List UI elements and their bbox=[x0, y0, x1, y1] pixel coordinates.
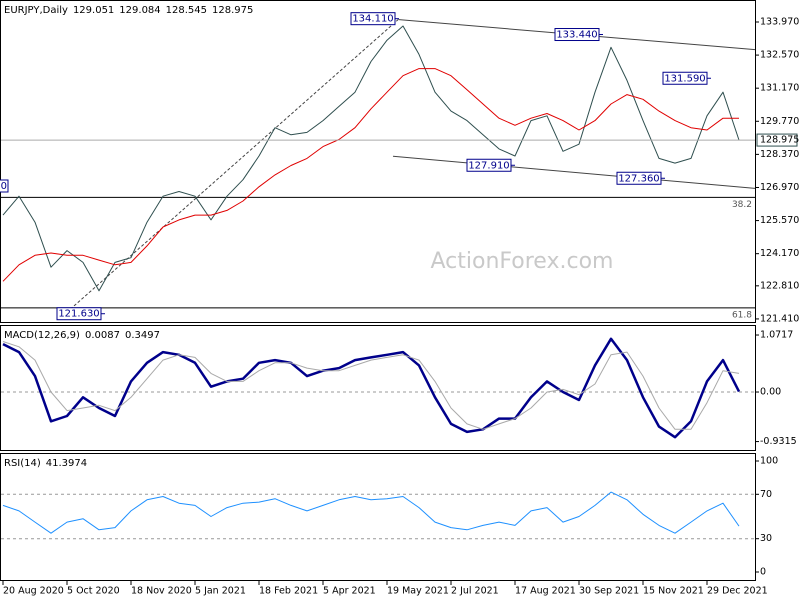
macd-panel bbox=[0, 325, 756, 451]
annotation-label: 127.360 bbox=[618, 173, 659, 184]
panel-header: RSI(14) 41.3974 bbox=[4, 458, 87, 469]
annotation-box bbox=[554, 28, 600, 42]
panel-reading: 0.0087 bbox=[85, 330, 120, 341]
series-line bbox=[2, 341, 740, 430]
panel-reading: 128.545 bbox=[166, 5, 207, 16]
panel-reading: 129.084 bbox=[119, 5, 160, 16]
panel-reading: 129.051 bbox=[73, 5, 114, 16]
last-price-label: 128.975 bbox=[760, 135, 799, 146]
y-tick-label: 132.570 bbox=[760, 50, 799, 61]
panel-reading: 0.3497 bbox=[125, 330, 160, 341]
y-tick-label: 129.770 bbox=[760, 116, 799, 127]
x-tick-label: 29 Dec 2021 bbox=[707, 586, 768, 597]
rsi-panel bbox=[0, 453, 756, 581]
annotation-box bbox=[662, 71, 708, 85]
y-tick-label: 30 bbox=[760, 533, 772, 544]
y-tick-label: 70 bbox=[760, 489, 772, 500]
annotation-box bbox=[466, 158, 512, 172]
series-line bbox=[2, 25, 740, 292]
x-tick-label: 18 Nov 2020 bbox=[131, 586, 192, 597]
y-tick-label: 1.0717 bbox=[760, 330, 793, 341]
y-tick-label: 122.810 bbox=[760, 280, 799, 291]
series-line bbox=[2, 337, 741, 439]
watermark: ActionForex.com bbox=[431, 249, 614, 274]
y-tick-label: 121.410 bbox=[760, 313, 799, 324]
annotation-label: 121.630 bbox=[58, 309, 99, 320]
last-price-box bbox=[756, 133, 798, 147]
series-line bbox=[2, 68, 739, 282]
x-tick-label: 17 Aug 2021 bbox=[515, 586, 576, 597]
annotation-label: 127.910 bbox=[468, 160, 509, 171]
level-label: 38.2 bbox=[732, 200, 752, 210]
trendline bbox=[392, 155, 756, 189]
y-tick-label: 128.370 bbox=[760, 149, 799, 160]
panel-header: EURJPY,Daily 129.051 129.084 128.545 128.975 bbox=[4, 5, 253, 16]
x-tick-label: 15 Nov 2021 bbox=[643, 586, 704, 597]
panel-title: MACD(12,26,9) bbox=[4, 330, 80, 341]
y-tick-label: 133.970 bbox=[760, 16, 799, 27]
y-tick-label: 126.970 bbox=[760, 182, 799, 193]
panel-header: MACD(12,26,9) 0.0087 0.3497 bbox=[4, 330, 160, 341]
x-tick-label: 5 Jan 2021 bbox=[195, 586, 246, 597]
y-tick-label: 124.170 bbox=[760, 248, 799, 259]
annotation-label: 133.440 bbox=[556, 30, 597, 41]
annotation-box bbox=[616, 171, 662, 185]
level-label: 61.8 bbox=[732, 310, 752, 320]
annotation-box bbox=[350, 12, 396, 26]
y-tick-label: -0.9315 bbox=[760, 436, 797, 447]
y-tick-label: 0.00 bbox=[760, 387, 781, 398]
x-tick-label: 5 Oct 2020 bbox=[67, 586, 120, 597]
panel-reading: 128.975 bbox=[212, 5, 253, 16]
panel-title: EURJPY,Daily bbox=[4, 5, 68, 16]
y-tick-label: 131.170 bbox=[760, 83, 799, 94]
panel-reading: 41.3974 bbox=[46, 458, 87, 469]
y-tick-label: 100 bbox=[760, 455, 778, 466]
trendline bbox=[58, 18, 400, 320]
price-panel bbox=[0, 0, 756, 323]
y-tick-label: 0 bbox=[760, 567, 766, 578]
clipped-box bbox=[0, 179, 9, 193]
series-line bbox=[2, 491, 740, 534]
clipped-label: 0 bbox=[1, 181, 7, 192]
annotation-box bbox=[56, 307, 102, 321]
x-tick-label: 5 Apr 2021 bbox=[323, 586, 376, 597]
y-tick-label: 125.570 bbox=[760, 215, 799, 226]
x-tick-label: 19 May 2021 bbox=[387, 586, 449, 597]
x-tick-label: 2 Jul 2021 bbox=[451, 586, 499, 597]
x-tick-label: 20 Aug 2020 bbox=[3, 586, 64, 597]
x-tick-label: 30 Sep 2021 bbox=[579, 586, 639, 597]
x-tick-label: 18 Feb 2021 bbox=[259, 586, 318, 597]
annotation-label: 134.110 bbox=[352, 14, 393, 25]
annotation-label: 131.590 bbox=[664, 73, 705, 84]
panel-title: RSI(14) bbox=[4, 458, 41, 469]
